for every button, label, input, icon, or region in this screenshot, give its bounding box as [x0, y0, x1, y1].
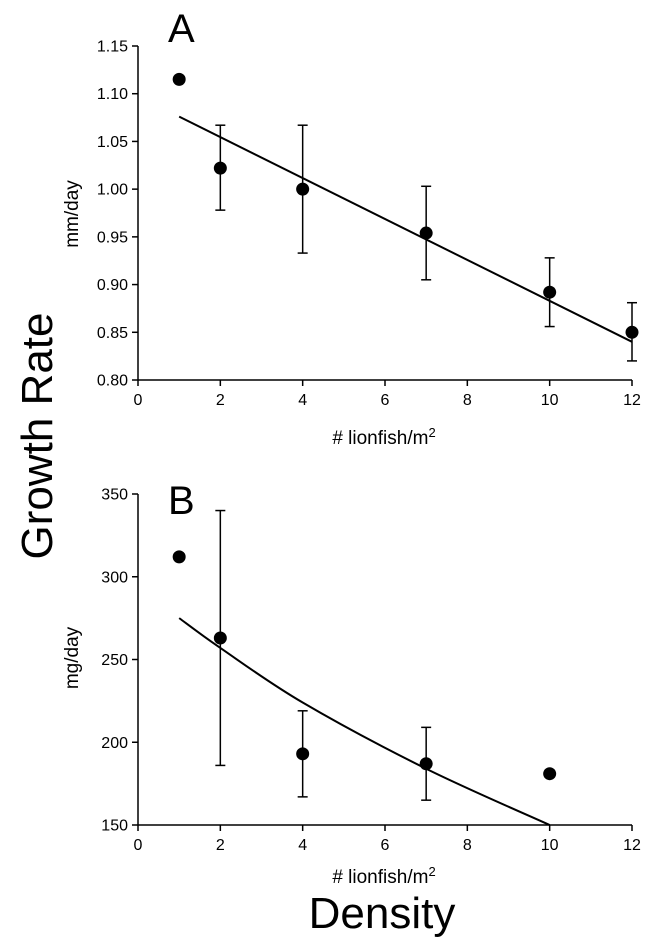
panel-a-x-tick-label: 12 [623, 392, 641, 409]
panel-a-x-tick-label: 6 [381, 392, 390, 409]
panel-a-x-axis-label-sup: 2 [428, 425, 435, 440]
panel-b-x-axis-label-main: # lionfish/m [332, 867, 428, 888]
panel-a-y-tick-label: 1.10 [97, 86, 128, 103]
panel-a-y-tick-label: 0.80 [97, 373, 128, 390]
panel-b-y-tick-label: 250 [101, 652, 128, 669]
panel-a-data-point [419, 226, 433, 240]
panel-a-y-tick-label: 1.05 [97, 134, 128, 151]
panel-a-data-point [625, 325, 639, 339]
panel-a-y-tick-label: 0.95 [97, 229, 128, 246]
panel-b-x-tick-label: 0 [134, 837, 143, 854]
panel-b-y-tick-label: 300 [101, 569, 128, 586]
panel-b-letter: B [168, 479, 195, 523]
panel-b-x-axis-label: # lionfish/m2 [332, 864, 435, 888]
panel-b-x-tick-label: 2 [216, 837, 225, 854]
panel-a-data-point [213, 161, 227, 175]
panel-b-data-point [419, 757, 433, 771]
panel-a-letter: A [168, 7, 195, 51]
panel-b-x-axis-label-sup: 2 [428, 864, 435, 879]
panel-b-data-point [172, 550, 186, 564]
panel-b-data-point [213, 631, 227, 645]
panel-a-y-axis-label: mm/day [62, 180, 83, 248]
panel-b-y-tick-label: 150 [101, 818, 128, 835]
panel-b-x-tick-label: 12 [623, 837, 641, 854]
panel-a-y-tick-label: 1.00 [97, 182, 128, 199]
panel-b-y-tick-label: 200 [101, 735, 128, 752]
panel-a-x-tick-label: 8 [463, 392, 472, 409]
panel-a-fit-line [178, 115, 633, 343]
panel-b-y-tick-label: 350 [101, 487, 128, 504]
panel-a-x-axis-label-main: # lionfish/m [332, 428, 428, 449]
figure-x-label: Density [309, 889, 456, 938]
panel-a-y-tick-label: 1.15 [97, 39, 128, 56]
panel-b-y-axis-label: mg/day [62, 626, 83, 689]
panel-a-x-tick-label: 0 [134, 392, 143, 409]
figure-y-label: Growth Rate [13, 313, 62, 560]
panel-b-x-tick-label: 6 [381, 837, 390, 854]
panel-a-chart: A mm/day # lionfish/m2 0.800.850.900.951… [62, 7, 641, 449]
panel-a-data-point [172, 72, 186, 86]
panel-b-data-point [296, 747, 310, 761]
panel-a-x-axis-label: # lionfish/m2 [332, 425, 435, 449]
panel-a-x-tick-label: 4 [298, 392, 307, 409]
panel-b-x-tick-label: 10 [541, 837, 559, 854]
panel-a-y-tick-label: 0.85 [97, 325, 128, 342]
panel-a-data-point [296, 182, 310, 196]
panel-b-x-tick-label: 4 [298, 837, 307, 854]
panel-a-data-point [543, 285, 557, 299]
panel-b-fit-line [178, 617, 551, 826]
panel-b-data-point [543, 767, 557, 781]
panel-b-x-tick-label: 8 [463, 837, 472, 854]
panel-a-x-tick-label: 10 [541, 392, 559, 409]
panel-a-x-tick-label: 2 [216, 392, 225, 409]
panel-a-y-tick-label: 0.90 [97, 277, 128, 294]
